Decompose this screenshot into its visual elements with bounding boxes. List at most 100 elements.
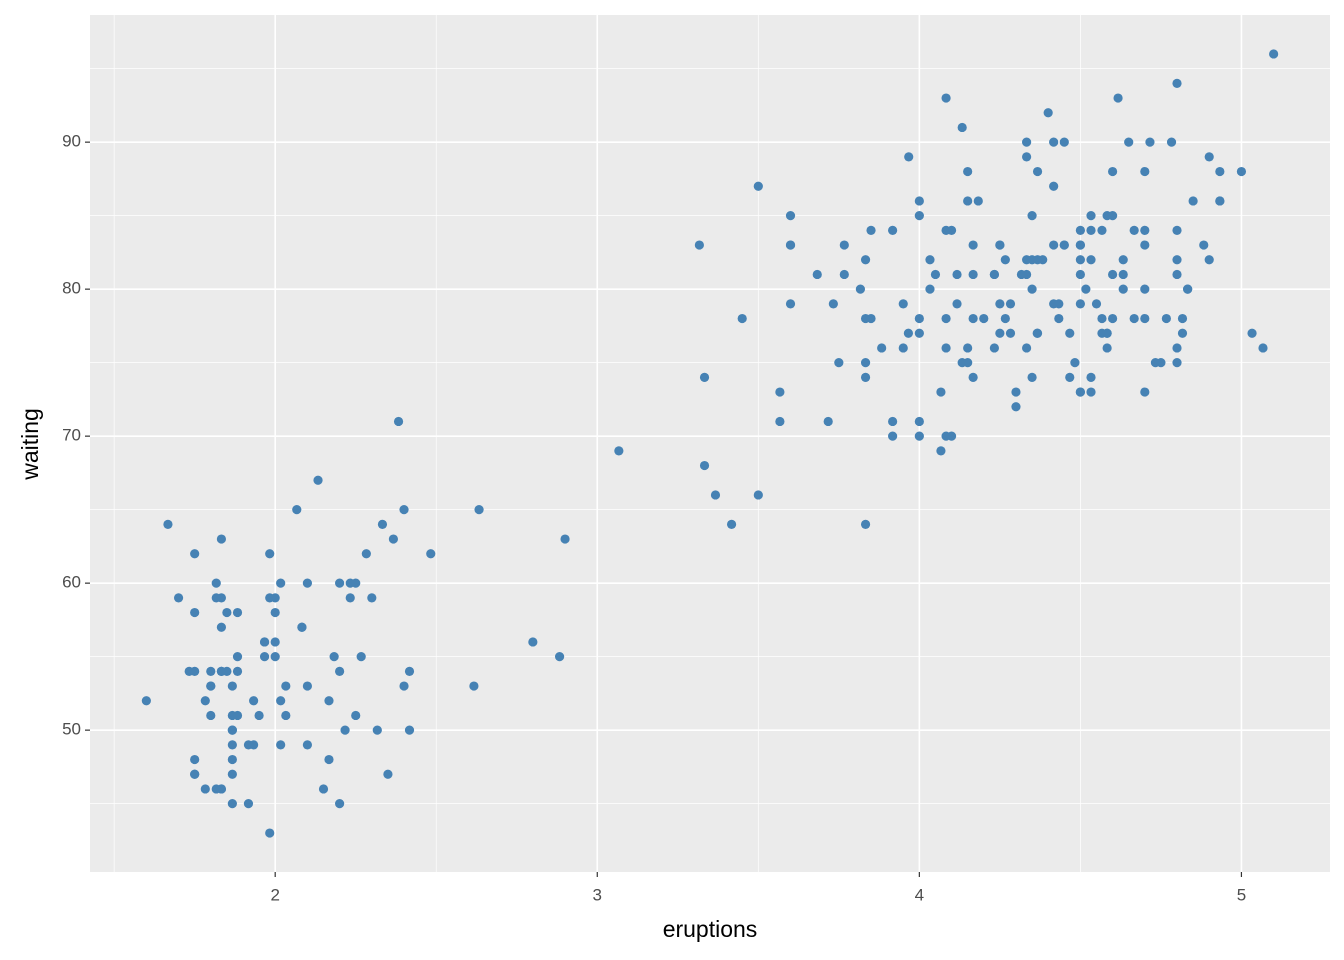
point <box>1107 166 1118 177</box>
point <box>979 313 989 324</box>
point <box>877 343 887 353</box>
point <box>1091 299 1102 309</box>
point <box>469 681 479 691</box>
point <box>367 593 377 603</box>
point <box>281 710 291 721</box>
point <box>276 578 286 588</box>
point <box>1005 328 1016 338</box>
point <box>200 696 210 706</box>
point <box>372 725 382 735</box>
point <box>1177 328 1188 338</box>
point <box>1065 328 1075 338</box>
point <box>1097 225 1107 235</box>
point <box>914 211 924 221</box>
point <box>866 225 876 235</box>
point <box>206 666 216 676</box>
point <box>726 519 737 529</box>
y-tick-label: 80 <box>62 279 81 298</box>
point <box>1113 93 1123 103</box>
point <box>614 446 624 456</box>
point <box>232 607 243 618</box>
point <box>1102 328 1112 338</box>
point <box>351 578 361 588</box>
point <box>270 652 280 662</box>
point <box>265 828 275 838</box>
point <box>340 725 350 735</box>
y-tick-label: 90 <box>62 132 81 151</box>
point <box>1118 255 1128 265</box>
point <box>211 578 221 588</box>
point <box>1172 255 1182 265</box>
point <box>216 534 227 544</box>
point <box>1075 299 1085 309</box>
point <box>302 681 313 691</box>
point <box>855 284 866 294</box>
point <box>1027 372 1037 382</box>
point <box>1086 372 1096 382</box>
point <box>1102 343 1112 353</box>
point <box>1059 137 1069 147</box>
point <box>276 740 286 750</box>
point <box>1000 255 1010 265</box>
point <box>1049 181 1059 191</box>
point <box>941 431 951 441</box>
point <box>914 196 924 206</box>
point <box>1118 269 1128 280</box>
point <box>914 431 924 441</box>
point <box>941 313 951 324</box>
point <box>265 593 275 603</box>
point <box>1177 313 1188 324</box>
point <box>222 607 232 618</box>
point <box>952 269 962 280</box>
point <box>345 593 355 603</box>
point <box>190 607 200 618</box>
point <box>1043 108 1053 118</box>
point <box>1011 387 1021 397</box>
point <box>329 652 339 662</box>
x-tick-label: 3 <box>593 885 602 904</box>
point <box>1172 343 1182 353</box>
point <box>699 460 710 471</box>
point <box>1258 343 1268 353</box>
point <box>211 784 221 794</box>
point <box>259 652 270 662</box>
point <box>914 313 924 324</box>
point <box>936 387 946 397</box>
point <box>1075 240 1085 250</box>
point <box>190 769 200 779</box>
x-tick-label: 5 <box>1237 885 1246 904</box>
point <box>930 269 941 280</box>
point <box>963 343 973 353</box>
point <box>216 622 227 632</box>
point <box>1269 49 1279 59</box>
point <box>1054 313 1064 324</box>
point <box>335 578 345 588</box>
point <box>785 299 796 309</box>
point <box>528 637 538 647</box>
point <box>302 578 313 588</box>
point <box>560 534 570 544</box>
point <box>903 328 914 338</box>
point <box>888 431 898 441</box>
y-tick-label: 50 <box>62 720 81 739</box>
point <box>1140 166 1150 177</box>
point <box>1070 358 1080 368</box>
point <box>265 549 275 559</box>
point <box>1145 137 1155 147</box>
point <box>302 740 313 750</box>
point <box>1236 166 1247 177</box>
point <box>404 666 415 676</box>
point <box>1102 211 1112 221</box>
point <box>1166 137 1177 147</box>
point <box>785 211 796 221</box>
point <box>249 740 259 750</box>
point <box>211 593 221 603</box>
point <box>361 549 371 559</box>
point <box>222 666 232 676</box>
point <box>227 769 237 779</box>
point <box>1011 402 1021 412</box>
point <box>888 416 898 427</box>
point <box>860 519 871 529</box>
point <box>297 622 307 632</box>
y-tick-label: 70 <box>62 426 81 445</box>
